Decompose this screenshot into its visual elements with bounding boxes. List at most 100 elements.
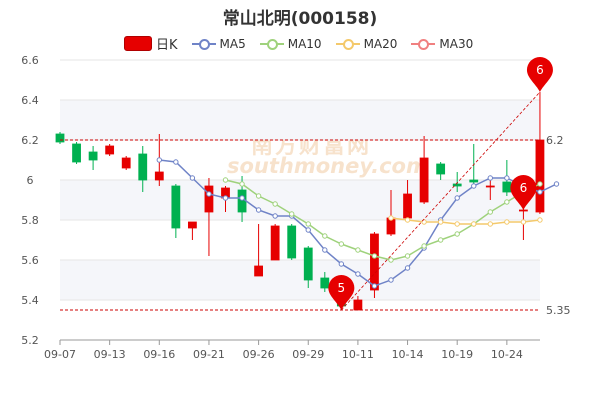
ma5-line-icon	[191, 37, 216, 51]
candle-body	[452, 183, 462, 187]
candle-body	[270, 225, 280, 261]
candle-body	[436, 163, 446, 175]
x-tick-label: 10-19	[441, 348, 473, 361]
grid-band	[60, 180, 540, 220]
ma5-point	[471, 183, 477, 189]
reference-label: 6.2	[546, 134, 564, 147]
reference-label: 5.35	[546, 304, 571, 317]
trend-line	[341, 91, 541, 311]
candle-body	[519, 209, 528, 212]
price-marker-pin	[510, 174, 537, 210]
ma20-point	[520, 219, 527, 225]
ma20-point	[454, 221, 460, 227]
candle-body	[138, 153, 148, 181]
grid-band	[60, 100, 540, 140]
ma5-point	[239, 195, 245, 201]
candle-body	[535, 139, 545, 213]
y-tick-label: 6.6	[21, 54, 39, 67]
price-marker-pin	[526, 57, 553, 92]
ma20-point	[487, 221, 493, 227]
ma20-point	[504, 219, 510, 225]
ma5-point	[487, 175, 493, 181]
price-marker-label: 5	[338, 281, 346, 295]
ma-layer	[156, 157, 560, 289]
legend-item-dayk[interactable]: 日K	[124, 34, 178, 53]
legend-label-ma10: MA10	[287, 36, 322, 51]
y-tick-label: 5.4	[21, 294, 39, 307]
ma10-point	[371, 253, 378, 259]
ma30-line-icon	[411, 37, 436, 51]
y-tick-label: 6.2	[21, 134, 39, 147]
ma5-point	[173, 159, 179, 165]
legend-label-dayk: 日K	[156, 38, 178, 53]
ma10-point	[255, 193, 262, 199]
legend-item-ma30[interactable]: MA30	[411, 37, 473, 51]
ma10-point	[239, 181, 245, 187]
ma10-point	[355, 247, 361, 253]
legend-label-ma30: MA30	[439, 36, 474, 51]
ma10-point	[388, 257, 394, 263]
ma20-point	[437, 219, 444, 225]
ma5-point	[305, 227, 311, 233]
candle-body	[237, 189, 247, 213]
watermark-en: southmoney.com	[227, 154, 428, 178]
ma20-point	[471, 221, 477, 227]
ma5-point	[189, 175, 196, 181]
ma5-point	[388, 277, 394, 283]
candle-body	[88, 151, 98, 161]
grid-band	[60, 260, 540, 300]
ma5-point	[553, 181, 560, 187]
ma10-point	[504, 199, 510, 205]
legend-item-ma10[interactable]: MA10	[259, 36, 322, 51]
ma10-point	[272, 201, 278, 207]
ma10-point	[305, 221, 311, 227]
y-tick-label: 5.6	[21, 254, 39, 267]
ma5-point	[255, 207, 262, 213]
candle-body	[72, 143, 81, 163]
candle-body	[320, 277, 330, 289]
ma5-point	[222, 195, 229, 201]
ma5-point	[404, 265, 411, 271]
ma5-point	[537, 189, 543, 195]
ma10-point	[322, 233, 328, 239]
candle-body	[485, 185, 495, 188]
ma10-point	[437, 237, 444, 243]
price-marker-label: 6	[536, 63, 544, 77]
ma20-point	[537, 217, 543, 223]
ma5-point	[355, 271, 361, 277]
candle-body	[353, 299, 363, 311]
ma10-point	[289, 211, 295, 217]
x-tick-label: 10-11	[342, 348, 374, 361]
x-tick-label: 09-21	[193, 348, 225, 361]
ma5-point	[371, 283, 378, 289]
y-tick-label: 5.8	[21, 214, 39, 227]
ma10-point	[537, 181, 543, 187]
candle-body	[105, 145, 115, 155]
candle-body	[187, 221, 197, 229]
ma5-point	[156, 157, 163, 163]
x-tick-label: 10-14	[392, 348, 424, 361]
ma20-line-icon	[335, 37, 360, 51]
ma20-line	[390, 217, 541, 225]
ma10-point	[404, 253, 411, 259]
price-marker-pin	[328, 275, 355, 310]
ma5-point	[206, 191, 212, 197]
x-tick-label: 09-13	[94, 348, 126, 361]
candle-body	[502, 181, 512, 193]
candle-body	[370, 233, 379, 291]
x-tick-label: 09-29	[292, 348, 324, 361]
candle-body	[303, 247, 313, 281]
y-tick-label: 6.4	[21, 94, 39, 107]
candle-body	[55, 133, 65, 143]
candle-body	[287, 225, 297, 259]
price-marker-label: 6	[520, 181, 528, 195]
axis-layer: 5.2 5.4 5.6 5.8 6 6.2 6.4 6.6 09-07 09-13 09-16 09-…	[21, 54, 540, 361]
ma10-point	[454, 231, 460, 237]
ma5-point	[338, 261, 345, 267]
x-tick-label: 10-24	[491, 348, 523, 361]
ma10-line-icon	[259, 37, 284, 51]
legend-item-ma5[interactable]: MA5	[191, 37, 246, 51]
ma5-point	[504, 175, 510, 181]
legend-item-ma20[interactable]: MA20	[335, 37, 397, 51]
